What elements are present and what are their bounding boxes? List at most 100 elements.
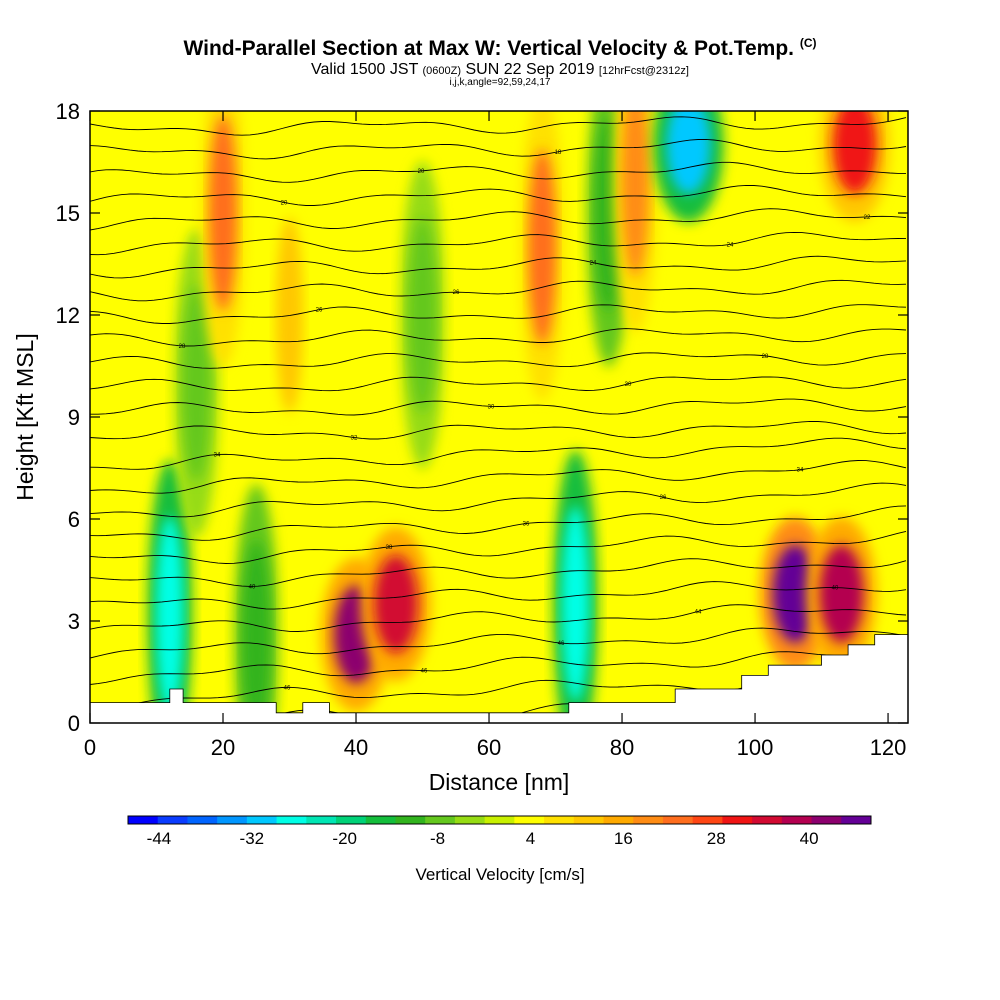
colorbar-swatch: [128, 816, 159, 824]
colorbar-swatch: [692, 816, 723, 824]
plot-area: 50 46 46 46 44 40 40 38 36 36 34 34 32 30 30 28 28 26 26 24…: [90, 111, 908, 731]
colorbar: -44 -32 -20 -8 4 16 28 40: [127, 815, 872, 848]
theta-contour: [90, 138, 907, 160]
theta-contour: [90, 304, 907, 324]
theta-contour-label: 24: [727, 242, 734, 248]
theta-contour-label: 28: [179, 344, 186, 350]
theta-contour: [90, 208, 907, 231]
colorbar-tick-label: 4: [526, 829, 535, 848]
velocity-field: [147, 111, 890, 723]
theta-contour: [90, 460, 907, 494]
theta-contour: [90, 116, 907, 136]
colorbar-swatch: [752, 816, 783, 824]
theta-contour-label: 34: [214, 453, 221, 459]
forecast-info: [12hrFcst@2312z]: [598, 65, 689, 77]
colorbar-swatch: [336, 816, 367, 824]
theta-contour-label: 26: [453, 290, 460, 296]
colorbar-swatch: [603, 816, 634, 824]
x-tick-label: 0: [84, 735, 96, 760]
colorbar-label: Vertical Velocity [cm/s]: [415, 865, 584, 884]
section-params: i,j,k,angle=92,59,24,17: [449, 77, 551, 88]
colorbar-swatch: [306, 816, 337, 824]
colorbar-swatch: [365, 816, 396, 824]
velocity-cell: [772, 544, 817, 643]
terrain: [90, 634, 908, 723]
y-tick-label: 15: [56, 201, 80, 226]
y-tick-label: 0: [68, 711, 80, 736]
colorbar-frame: [127, 815, 872, 825]
theta-contour: [90, 420, 907, 440]
colorbar-swatch: [425, 816, 456, 824]
theta-contour: [90, 279, 907, 302]
theta-contour: [90, 437, 907, 470]
y-tick-label: 9: [68, 405, 80, 430]
theta-contour: [90, 328, 907, 347]
colorbar-swatch: [187, 816, 218, 824]
x-tick-label: 100: [737, 735, 774, 760]
y-tick-label: 12: [56, 303, 80, 328]
terrain-mask: [90, 634, 908, 723]
y-tick-label: 18: [56, 99, 80, 124]
colorbar-swatch: [157, 816, 188, 824]
theta-contour: [90, 558, 907, 587]
colorbar-swatch: [484, 816, 515, 824]
colorbar-swatch: [246, 816, 278, 824]
colorbar-swatch: [633, 816, 664, 824]
colorbar-swatch: [514, 816, 545, 824]
theta-contour-label: 22: [864, 215, 871, 221]
theta-contour-label: 46: [421, 669, 428, 675]
theta-contour: [90, 352, 907, 369]
theta-contour: [90, 604, 907, 632]
theta-contour: [90, 231, 907, 256]
copyright-mark: (C): [799, 36, 817, 50]
colorbar-swatch: [811, 816, 842, 824]
colorbar-tick-label: 40: [800, 829, 819, 848]
theta-contour-label: 40: [832, 586, 839, 592]
theta-contour: [90, 581, 907, 610]
theta-contour-label: 46: [284, 685, 291, 691]
velocity-cell: [561, 506, 590, 702]
theta-contour: [90, 627, 907, 659]
y-tick-label: 3: [68, 609, 80, 634]
theta-contour: [90, 530, 907, 564]
colorbar-swatch: [841, 816, 872, 824]
theta-contour-label: 36: [660, 495, 667, 501]
theta-contour-label: 28: [762, 354, 769, 360]
velocity-cell: [621, 111, 650, 277]
theta-contour-label: 20: [281, 200, 288, 206]
valid-time: Valid 1500 JST: [311, 61, 419, 78]
velocity-cell: [408, 217, 437, 413]
chart-title: Wind-Parallel Section at Max W: Vertical…: [0, 36, 1000, 61]
colorbar-tick-label: -8: [430, 829, 445, 848]
colorbar-tick-label: 28: [707, 829, 726, 848]
velocity-cell: [209, 115, 238, 311]
theta-contour-label: 50: [147, 725, 154, 731]
x-tick-label: 80: [610, 735, 634, 760]
theta-contour-label: 38: [386, 545, 393, 551]
velocity-cell: [373, 555, 418, 653]
theta-contour-label: 34: [797, 468, 804, 474]
colorbar-swatch: [276, 816, 307, 824]
colorbar-swatch: [662, 816, 694, 824]
theta-contour-label: 44: [695, 609, 702, 615]
valid-date: SUN 22 Sep 2019: [465, 61, 595, 78]
theta-contour-label: 24: [590, 261, 597, 267]
theta-contour: [90, 184, 907, 206]
x-tick-label: 120: [870, 735, 907, 760]
theta-contour: [90, 651, 907, 685]
utc-time: (0600Z): [422, 65, 462, 77]
colorbar-swatch: [544, 816, 575, 824]
theta-contour: [90, 255, 907, 279]
colorbar-swatch: [217, 816, 248, 824]
chart-title-text: Wind-Parallel Section at Max W: Vertical…: [183, 37, 794, 60]
velocity-cell: [528, 149, 557, 345]
theta-contour-label: 18: [555, 150, 562, 156]
colorbar-swatch: [395, 816, 426, 824]
theta-contour-label: 36: [523, 522, 530, 528]
velocity-cell: [155, 516, 184, 713]
theta-contour-label: 30: [488, 404, 495, 410]
colorbar-tick-label: -44: [147, 829, 172, 848]
theta-contour-label: 20: [418, 169, 425, 175]
theta-contour-label: 26: [316, 308, 323, 314]
